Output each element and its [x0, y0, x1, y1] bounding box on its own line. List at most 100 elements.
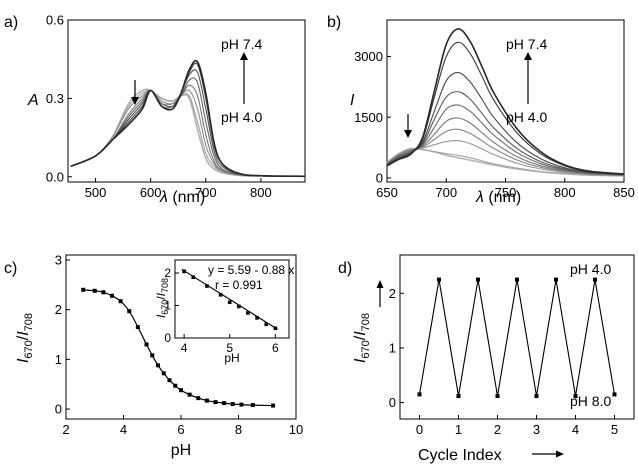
panel-c-inset-xlabel: pH	[224, 351, 239, 365]
panel-c-inset-xtick-label: 6	[272, 341, 279, 355]
panel-b-ph-low: pH 4.0	[506, 109, 547, 125]
panel-c-xtick-label: 10	[289, 422, 303, 437]
panel-a-curves	[70, 59, 306, 178]
panel-d-point	[573, 394, 578, 399]
panel-c-point	[144, 342, 149, 347]
panel-a-ph-low: pH 4.0	[221, 109, 262, 125]
panel-a-ytick-label: 0.6	[46, 13, 64, 28]
panel-b-series-line	[386, 91, 625, 176]
panel-c-inset-point	[246, 311, 250, 315]
panel-c-ytick-label: 0	[55, 402, 62, 417]
panel-a-up-arrowhead	[240, 52, 248, 60]
panel-a-label: a)	[4, 14, 18, 31]
panel-c-curves	[81, 287, 275, 408]
panel-b-ph-high: pH 7.4	[506, 36, 547, 52]
panel-c-inset-fit-line	[181, 268, 278, 330]
panel-c-inset-point	[237, 304, 241, 309]
panel-c-point	[179, 388, 183, 393]
panel-d-point	[612, 392, 617, 397]
panel-c-ylabel: I670/I708	[15, 313, 35, 363]
panel-a-series-line	[70, 89, 306, 177]
panel-d-ph-top: pH 4.0	[570, 261, 611, 277]
panel-c-xtick-label: 8	[235, 422, 242, 437]
panel-c-point	[110, 293, 114, 298]
panel-d-ticks: 0 1 2 3 4 5 0 1 2	[389, 286, 618, 437]
panel-c-label: c)	[4, 260, 17, 277]
panel-c-point	[150, 353, 155, 358]
panel-c-inset-equation: y = 5.59 - 0.88 x	[208, 263, 294, 277]
panel-d-ytick-label: 2	[389, 286, 396, 301]
panel-c-point	[222, 401, 227, 406]
panel-a-ylabel: A	[27, 92, 39, 109]
panel-c-ytick-label: 2	[55, 302, 62, 317]
panel-c-inset-ticks: 4 5 6 0 1 2	[164, 266, 279, 355]
panel-a-ytick-label: 0.3	[46, 91, 64, 106]
panel-c-point	[127, 309, 132, 314]
panel-c-inset-point	[264, 322, 268, 327]
panel-c-point	[230, 402, 235, 407]
panel-d-point	[437, 277, 441, 282]
panel-a-series-line	[70, 62, 306, 177]
panel-c-inset-ytick-label: 2	[164, 266, 171, 280]
panel-c-inset-point	[191, 275, 196, 280]
panel-c-inset-point	[218, 292, 223, 297]
panel-c-inset-ylabel: I670/I708	[154, 278, 170, 318]
panel-a-series-line	[70, 88, 306, 178]
panel-b-up-arrowhead	[524, 52, 532, 60]
panel-a-series-line	[70, 84, 306, 177]
panel-a-ph-high: pH 7.4	[221, 36, 262, 52]
panel-d-ylabel: I670/I708	[352, 313, 372, 363]
panel-a-series-line	[70, 59, 306, 178]
panel-c-inset-point	[227, 300, 232, 305]
panel-c-point	[213, 400, 218, 405]
panel-c-point	[204, 398, 209, 403]
panel-d-xtick-label: 4	[572, 422, 579, 437]
panel-d-xtick-label: 0	[416, 422, 423, 437]
panel-c-inset-r: r = 0.991	[215, 278, 263, 292]
panel-d-point	[593, 277, 597, 282]
panel-a-ticks: 500 600 700 800 0.0 0.3 0.6	[46, 13, 272, 200]
panel-c-point	[196, 396, 201, 401]
panel-c-inset-point	[273, 326, 278, 331]
panel-c-point	[239, 402, 244, 407]
panel-d-point	[417, 392, 422, 397]
panel-a-xlabel: λ (nm)	[159, 189, 205, 206]
panel-c-ytick-label: 3	[55, 253, 62, 268]
panel-d-xlabel-arrowhead	[556, 450, 564, 458]
panel-b-xtick-label: 850	[613, 185, 635, 200]
panel-c-inset: 4 5 6 0 1 2 I670/I708 pH y = 5.59 - 0.88 x r …	[154, 259, 294, 365]
panel-c-point	[161, 371, 166, 376]
panel-c-point	[271, 403, 275, 408]
panel-c-point	[101, 290, 106, 295]
panel-b: b) 650 700 750 800 850 0 1500 3000 I λ (nm) pH …	[327, 14, 635, 206]
panel-d-xtick-label: 3	[533, 422, 540, 437]
panel-a-xtick-label: 600	[140, 185, 162, 200]
panel-d-label: d)	[338, 260, 352, 277]
panel-c-point	[250, 403, 255, 408]
panel-c: c) 2 4 6 8 10 0 1 2 3 I670/I708 pH 4 5 6 0 1 2 I670/I…	[4, 253, 303, 459]
panel-d-ytick-label: 0	[389, 395, 396, 410]
panel-c-inset-point	[255, 316, 259, 320]
panel-d-point	[456, 394, 461, 399]
panel-d-xtick-label: 2	[494, 422, 501, 437]
panel-d-xtick-label: 1	[455, 422, 462, 437]
panel-d-point	[515, 277, 519, 282]
panel-c-xlabel: pH	[171, 442, 191, 459]
panel-c-xtick-label: 6	[177, 422, 184, 437]
panel-b-curves	[386, 28, 625, 177]
panel-b-xtick-label: 650	[376, 185, 398, 200]
panel-c-inset-point	[205, 284, 209, 288]
panel-b-xtick-label: 750	[495, 185, 517, 200]
panel-c-point	[173, 383, 178, 388]
panel-d-frame	[399, 254, 635, 420]
panel-b-ylabel: I	[350, 92, 355, 109]
panel-c-point	[81, 287, 86, 292]
panel-c-inset-point	[182, 269, 186, 274]
panel-c-xtick-label: 2	[62, 422, 69, 437]
panel-a-down-arrowhead	[131, 97, 139, 105]
panel-d-series-line	[418, 279, 616, 397]
panel-d-curves	[417, 277, 617, 399]
panel-d-point	[554, 277, 558, 282]
panel-b-xtick-label: 800	[554, 185, 576, 200]
